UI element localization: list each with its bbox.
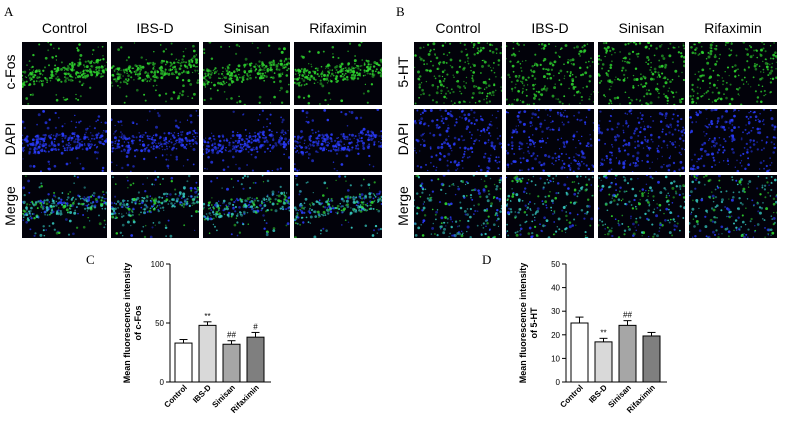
c-ytick-label-2: 100	[151, 260, 165, 269]
panel-label-c: C	[86, 252, 95, 267]
c-ytick-label-1: 50	[155, 319, 164, 328]
a-col-ibsd: IBS-D	[136, 20, 174, 36]
d-annot-1: **	[600, 328, 606, 337]
d-bar-sinisan	[618, 324, 637, 383]
d-ytick-label-3: 30	[551, 307, 560, 316]
c-annot-3: #	[253, 322, 258, 331]
a-row-dapi: DAPI	[2, 122, 18, 156]
d-ytick-label-4: 40	[551, 284, 560, 293]
a-tile-r1-c0	[22, 109, 107, 172]
b-row-5ht: 5-HT	[395, 56, 411, 88]
c-annot-1: **	[204, 312, 210, 321]
a-col-control: Control	[41, 20, 88, 36]
a-tile-r0-c0	[22, 42, 107, 105]
b-tile-r1-c2	[598, 109, 685, 172]
b-col-sinisan: Sinisan	[618, 20, 665, 36]
b-col-ibsd: IBS-D	[531, 20, 569, 36]
c-annot-2: ##	[227, 331, 236, 340]
a-tile-r2-c0	[22, 175, 107, 238]
b-tile-r0-c2	[598, 42, 685, 105]
d-bar-ibs-d	[594, 341, 613, 383]
c-ylabel: Mean fluorescence intensityof c-Fos	[122, 263, 143, 384]
b-tile-r1-c3	[689, 109, 777, 172]
d-xlabel-0: Control	[558, 383, 584, 409]
panel-label-a: A	[4, 4, 14, 19]
panel-label-b: B	[396, 4, 405, 19]
panel-label-d: D	[482, 252, 492, 267]
a-row-merge: Merge	[2, 186, 18, 226]
b-tile-r0-c0	[414, 42, 502, 105]
a-tile-r1-c2	[203, 109, 290, 172]
b-tile-r1-c1	[506, 109, 594, 172]
b-tile-r0-c3	[689, 42, 777, 105]
d-ylabel: Mean fluorescence intensityof 5-HT	[518, 263, 539, 384]
d-annot-2: ##	[623, 311, 632, 320]
c-bar-sinisan	[222, 343, 241, 383]
b-tile-r1-c0	[414, 109, 502, 172]
a-tile-r0-c2	[203, 42, 290, 105]
a-tile-r2-c1	[111, 175, 199, 238]
a-tile-r2-c3	[294, 175, 382, 238]
a-col-sinisan: Sinisan	[223, 20, 270, 36]
c-xlabel-1: IBS-D	[191, 383, 213, 405]
a-tile-r1-c3	[294, 109, 382, 172]
b-tile-r0-c1	[506, 42, 594, 105]
d-ytick-label-2: 20	[551, 331, 560, 340]
a-tile-r2-c2	[203, 175, 290, 238]
a-col-rifaximin: Rifaximin	[309, 20, 367, 36]
a-tile-r0-c1	[111, 42, 199, 105]
b-row-merge: Merge	[395, 186, 411, 226]
d-ytick-label-1: 10	[551, 354, 560, 363]
c-bar-control	[174, 342, 193, 383]
c-bar-ibs-d	[198, 324, 217, 383]
d-xlabel-1: IBS-D	[587, 383, 609, 405]
chart-c-cfos: Mean fluorescence intensityof c-Fos 0 50 10…	[122, 260, 271, 415]
c-ytick-label-0: 0	[160, 378, 165, 387]
c-xlabel-0: Control	[162, 383, 188, 409]
d-bar-control	[570, 322, 589, 383]
a-tile-r0-c3	[294, 42, 382, 105]
d-bar-rifaximin	[642, 335, 661, 383]
b-tile-r2-c2	[598, 175, 685, 238]
b-tile-r2-c0	[414, 175, 502, 238]
d-ytick-label-5: 50	[551, 260, 560, 269]
a-tile-r1-c1	[111, 109, 199, 172]
a-row-cfos: c-Fos	[2, 54, 18, 90]
b-col-rifaximin: Rifaximin	[704, 20, 762, 36]
d-ytick-label-0: 0	[556, 378, 561, 387]
b-tile-r2-c3	[689, 175, 777, 238]
b-row-dapi: DAPI	[395, 122, 411, 156]
b-col-control: Control	[435, 20, 481, 36]
chart-d-5ht: Mean fluorescence intensityof 5-HT 0 10 20 3…	[518, 260, 667, 415]
b-tile-r2-c1	[506, 175, 594, 238]
c-bar-rifaximin	[246, 336, 265, 383]
